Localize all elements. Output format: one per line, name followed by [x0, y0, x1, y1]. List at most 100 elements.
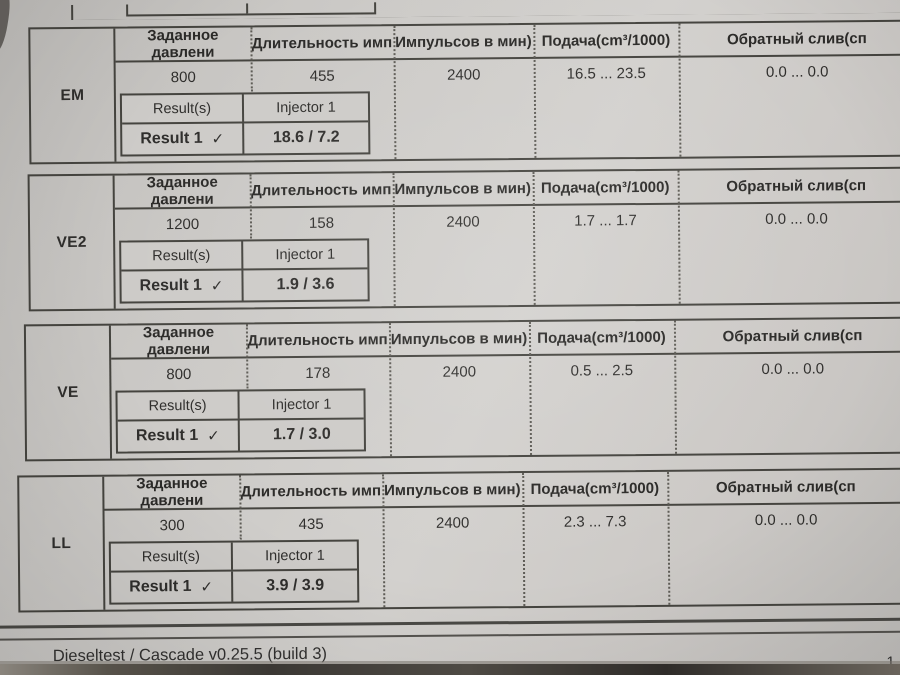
section-table-ve: Заданное давлени Длительность имп Импуль…	[110, 318, 900, 459]
value-pressure: 800	[166, 365, 192, 384]
partial-outer-box: Result 1 ✓ 19.5 / 19.5	[70, 0, 900, 21]
subtable-header-row: Result(s) Injector 1	[121, 93, 369, 125]
result-cell: Result 1 ✓	[122, 123, 245, 155]
col-header-return: Обратный слив(сп	[726, 29, 867, 48]
col-header-duration: Длительность имп	[251, 33, 393, 52]
result-label: Result 1	[135, 426, 199, 445]
value-pulses: 2400	[442, 363, 477, 381]
value-flow: 0.5 ... 2.5	[570, 362, 634, 380]
result-subtable: Result(s) Injector 1 Result 1 ✓ 3.9 / 3.…	[108, 539, 360, 605]
col-header-pressure: Заданное давлени	[147, 26, 219, 62]
partial-result-label: Result 1 ✓	[127, 0, 249, 15]
subtable-header-row: Result(s) Injector 1	[117, 390, 364, 422]
col-header-pressure: Заданное давлени	[142, 323, 215, 359]
subtable-header-row: Result(s) Injector 1	[121, 240, 368, 272]
section-label-em: EM	[30, 28, 117, 163]
result-label: Result 1	[139, 276, 202, 295]
check-icon: ✓	[200, 578, 214, 596]
col-header-flow: Подача(cm³/1000)	[530, 479, 660, 498]
result-label: Result 1	[140, 129, 203, 148]
value-pulses: 2400	[446, 66, 481, 84]
value-row: 800 178 2400 0.5 ... 2.5 0.0 ... 0.0	[111, 353, 900, 391]
col-header-flow: Подача(cm³/1000)	[537, 328, 666, 347]
value-return: 0.0 ... 0.0	[754, 511, 818, 530]
subtable-result-row: Result 1 ✓ 1.9 / 3.6	[121, 269, 367, 302]
subtable-results-header: Result(s)	[110, 542, 234, 571]
result-value: 1.7 / 3.0	[272, 425, 331, 444]
col-header-pulses: Импульсов в мин)	[390, 329, 528, 348]
subtable-injector-header: Injector 1	[276, 99, 336, 116]
section-label-ve2: VE2	[29, 175, 116, 310]
result-cell: Result 1 ✓	[121, 270, 244, 302]
col-header-pressure: Заданное давлени	[146, 173, 218, 209]
col-header-flow: Подача(cm³/1000)	[541, 31, 671, 50]
col-header-flow: Подача(cm³/1000)	[540, 178, 670, 197]
check-icon: ✓	[207, 427, 220, 445]
result-label: Result 1	[129, 577, 192, 596]
value-pressure: 800	[170, 68, 196, 87]
photo-bottom-edge	[0, 661, 900, 675]
section-ve2: VE2 Заданное давлени Длительность имп Им…	[27, 166, 900, 312]
value-duration: 455	[309, 67, 335, 85]
value-duration: 435	[298, 515, 324, 534]
subtable-results-header: Result(s)	[121, 241, 244, 270]
value-pressure: 300	[159, 517, 185, 535]
value-pulses: 2400	[435, 514, 470, 532]
subtable-result-row: Result 1 ✓ 3.9 / 3.9	[111, 571, 357, 603]
result-value: 1.9 / 3.6	[276, 275, 335, 294]
section-table-ll: Заданное давлени Длительность имп Импуль…	[104, 469, 900, 610]
content-frame-bottom-rule	[0, 617, 900, 629]
section-label-ll: LL	[19, 476, 106, 611]
subtable-header-row: Result(s) Injector 1	[110, 541, 358, 573]
value-flow: 1.7 ... 1.7	[574, 212, 637, 230]
section-ve: VE Заданное давлени Длительность имп Имп…	[23, 316, 900, 462]
section-table-ve2: Заданное давлени Длительность имп Импуль…	[114, 168, 900, 309]
result-cell: Result 1 ✓	[111, 571, 234, 603]
col-header-pulses: Импульсов в мин)	[395, 32, 532, 51]
subtable-results-header: Result(s)	[121, 94, 245, 123]
result-value: 18.6 / 7.2	[272, 128, 340, 147]
value-return: 0.0 ... 0.0	[765, 210, 828, 228]
col-header-pressure: Заданное давлени	[136, 474, 208, 510]
section-ll: LL Заданное давлени Длительность имп Имп…	[17, 467, 900, 613]
subtable-injector-header: Injector 1	[271, 396, 332, 413]
section-label-ve: VE	[25, 325, 113, 460]
value-row: 300 435 2400 2.3 ... 7.3 0.0 ... 0.0	[105, 504, 900, 542]
subtable-result-row: Result 1 ✓ 18.6 / 7.2	[122, 122, 368, 155]
subtable-result-row: Result 1 ✓ 1.7 / 3.0	[117, 419, 364, 452]
section-em: EM Заданное давлени Длительность имп Имп…	[28, 19, 900, 165]
subtable-injector-header: Injector 1	[275, 246, 336, 263]
value-duration: 158	[308, 214, 335, 232]
value-flow: 16.5 ... 23.5	[566, 64, 646, 83]
value-pressure: 1200	[165, 215, 200, 234]
col-header-pulses: Импульсов в мин)	[394, 179, 532, 198]
subtable-injector-header: Injector 1	[265, 547, 325, 564]
value-return: 0.0 ... 0.0	[765, 63, 829, 81]
check-icon: ✓	[210, 277, 224, 295]
col-header-duration: Длительность имп	[250, 180, 392, 199]
result-value: 3.9 / 3.9	[266, 576, 325, 595]
value-pulses: 2400	[446, 213, 480, 231]
partial-top-table: Result 1 ✓ 19.5 / 19.5	[0, 0, 900, 21]
section-table-em: Заданное давлени Длительность имп Импуль…	[115, 21, 900, 162]
value-flow: 2.3 ... 7.3	[563, 513, 627, 531]
value-row: 800 455 2400 16.5 ... 23.5 0.0 ... 0.0	[116, 56, 900, 94]
value-row: 1200 158 2400 1.7 ... 1.7 0.0 ... 0.0	[115, 203, 900, 241]
result-subtable: Result(s) Injector 1 Result 1 ✓ 1.7 / 3.…	[115, 388, 367, 454]
col-header-return: Обратный слив(сп	[722, 326, 863, 345]
col-header-return: Обратный слив(сп	[715, 477, 856, 496]
col-header-duration: Длительность имп	[240, 481, 382, 501]
partial-result-subtable: Result 1 ✓ 19.5 / 19.5	[125, 0, 377, 17]
col-header-return: Обратный слив(сп	[726, 176, 867, 195]
result-subtable: Result(s) Injector 1 Result 1 ✓ 18.6 / 7…	[119, 91, 371, 157]
subtable-results-header: Result(s)	[117, 391, 240, 420]
check-icon: ✓	[211, 130, 225, 148]
value-duration: 178	[305, 364, 331, 382]
partial-result-value: 19.5 / 19.5	[248, 0, 374, 13]
result-subtable: Result(s) Injector 1 Result 1 ✓ 1.9 / 3.…	[119, 238, 370, 304]
result-cell: Result 1 ✓	[117, 420, 240, 452]
col-header-pulses: Импульсов в мин)	[384, 480, 521, 499]
value-return: 0.0 ... 0.0	[761, 360, 825, 378]
